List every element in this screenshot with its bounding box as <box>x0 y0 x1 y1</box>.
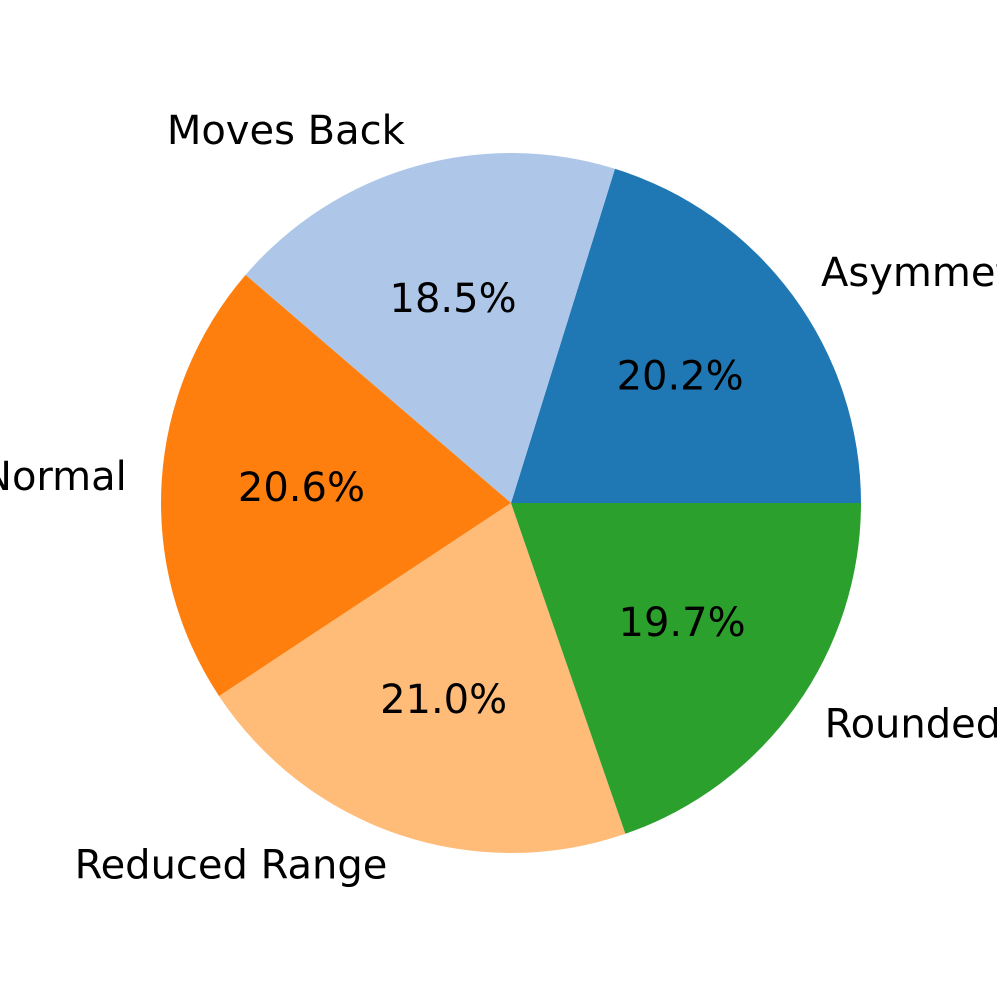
percent-label: 18.5% <box>390 276 517 322</box>
pie-slice <box>160 274 511 697</box>
percent-label: 21.0% <box>380 677 507 723</box>
percent-label: 19.7% <box>619 600 746 646</box>
slice-label: Reduced Range <box>75 843 388 889</box>
percent-label: 20.2% <box>617 354 744 400</box>
percent-label: 20.6% <box>238 465 365 511</box>
pie-slice <box>219 503 626 853</box>
pie-slice <box>511 168 861 503</box>
slice-label: Asymmetrical <box>821 250 997 296</box>
pie-slice <box>511 503 861 834</box>
slice-label: Moves Back <box>167 108 406 154</box>
slice-label: Rounded Back <box>825 701 997 747</box>
slice-label: Normal <box>0 454 127 500</box>
pie-slice <box>245 153 615 503</box>
